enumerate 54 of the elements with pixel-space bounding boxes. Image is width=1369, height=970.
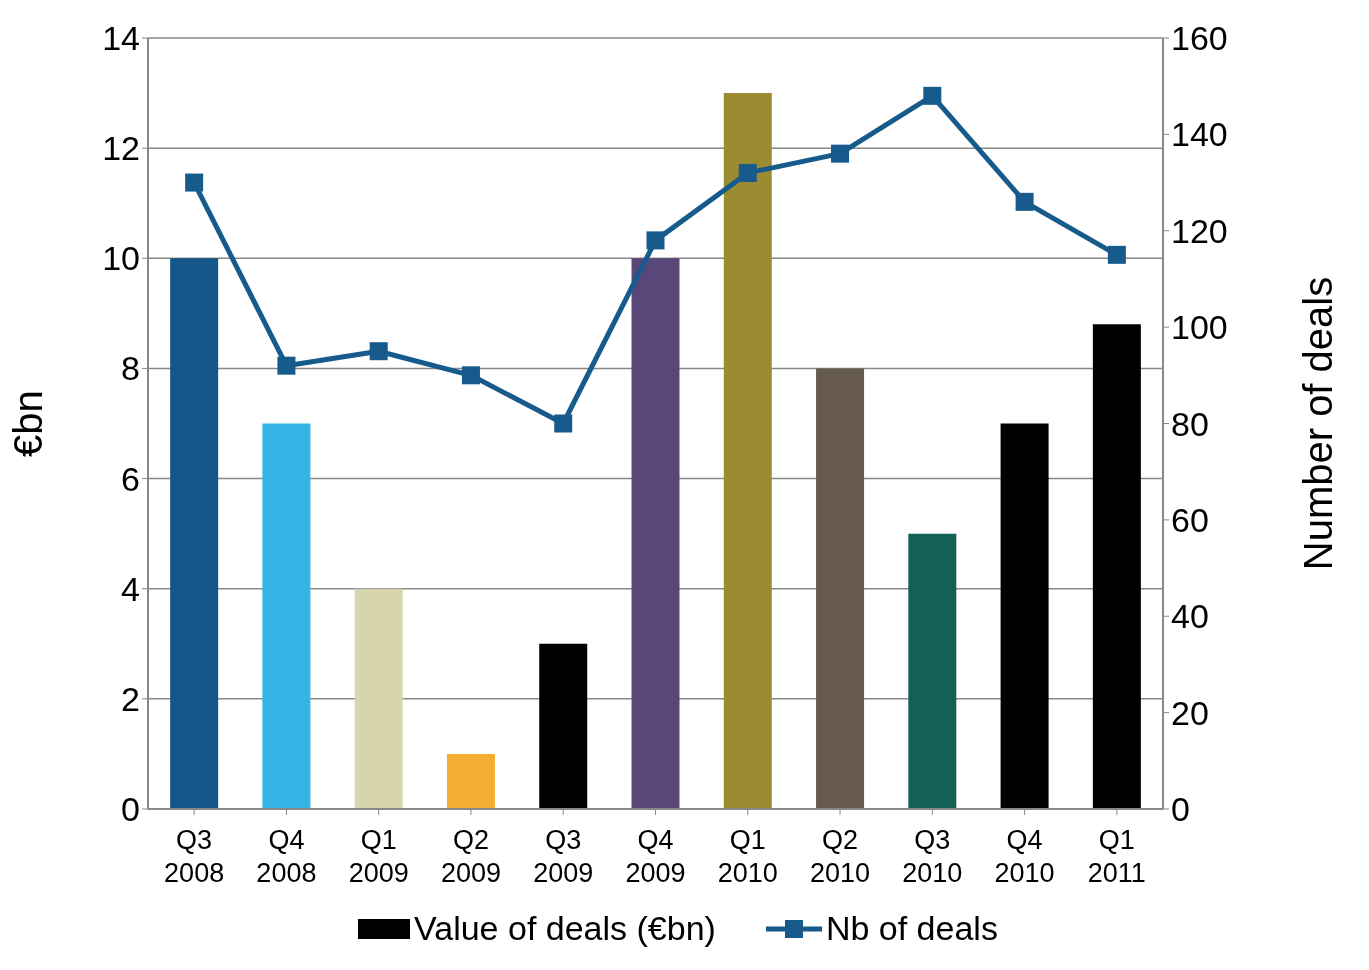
x-tick-label: Q3 2008 [164, 825, 225, 888]
point [1107, 245, 1126, 264]
x-tick-label: Q3 2010 [902, 825, 963, 888]
bar [908, 533, 957, 809]
y2-tick-label: 60 [1171, 500, 1209, 539]
point [369, 342, 388, 361]
bar [262, 423, 311, 809]
legend-label: Nb of deals [825, 909, 998, 948]
x-tick-label: Q1 2010 [717, 825, 778, 888]
bar [539, 643, 588, 809]
y-tick-label: 4 [121, 569, 140, 608]
y-tick-label: 8 [121, 349, 140, 388]
bar [170, 258, 219, 809]
bar [723, 93, 772, 809]
bar [631, 258, 680, 809]
point [831, 144, 850, 163]
x-tick-label: Q2 2010 [810, 825, 871, 888]
y2-tick-label: 40 [1171, 597, 1209, 636]
y-tick-label: 6 [121, 459, 140, 498]
y2-tick-label: 120 [1171, 211, 1228, 250]
bar [816, 368, 865, 809]
y2-tick-label: 0 [1171, 790, 1190, 829]
bar [354, 588, 403, 809]
point [646, 231, 665, 250]
y-axis-title: €bn [6, 390, 51, 457]
x-tick-label: Q3 2009 [533, 825, 594, 888]
bar [446, 753, 495, 809]
point [923, 86, 942, 105]
x-tick-label: Q4 2010 [994, 825, 1055, 888]
y-tick-label: 14 [102, 19, 140, 58]
x-tick-label: Q2 2009 [440, 825, 501, 888]
point [738, 163, 757, 182]
y-tick-label: 2 [121, 679, 140, 718]
point [277, 356, 296, 375]
bar [1000, 423, 1049, 809]
y-tick-label: 10 [102, 239, 140, 278]
y2-tick-label: 20 [1171, 693, 1209, 732]
bar [1092, 324, 1141, 809]
y2-tick-label: 100 [1171, 308, 1228, 347]
point [554, 414, 573, 433]
x-tick-label: Q1 2011 [1087, 825, 1146, 888]
point [461, 366, 480, 385]
y2-tick-label: 80 [1171, 404, 1209, 443]
x-tick-label: Q4 2008 [256, 825, 317, 888]
point [185, 173, 204, 192]
y2-tick-label: 140 [1171, 115, 1228, 154]
x-tick-label: Q4 2009 [625, 825, 686, 888]
y2-axis-title: Number of deals [1296, 276, 1341, 571]
y2-tick-label: 160 [1171, 19, 1228, 58]
point [1015, 192, 1034, 211]
x-tick-label: Q1 2009 [348, 825, 409, 888]
y-tick-label: 12 [102, 129, 140, 168]
legend-label: Value of deals (€bn) [414, 909, 716, 948]
y-tick-label: 0 [121, 790, 140, 829]
